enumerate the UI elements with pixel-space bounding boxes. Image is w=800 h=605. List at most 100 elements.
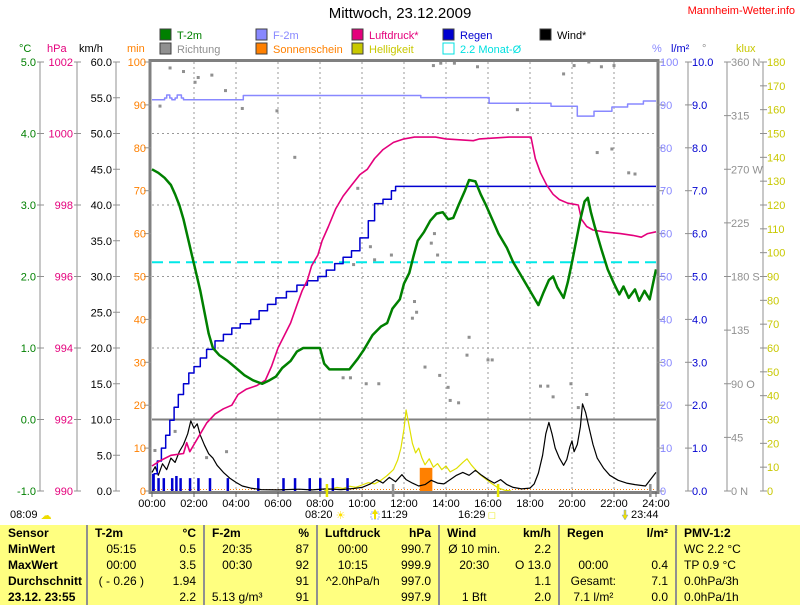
- table-cell: 91: [205, 573, 318, 589]
- axis-tick-label: 30: [660, 357, 672, 369]
- column-unit: [746, 525, 800, 541]
- cell-value: 1.94: [155, 573, 203, 589]
- moonrise-icon: [370, 509, 381, 520]
- table-header-cell: T-2m°C: [88, 525, 205, 541]
- axis-tick-label: 100: [128, 57, 146, 69]
- cell-value: 3.5: [155, 557, 203, 573]
- cell-value: 0.0hPa/1h: [677, 589, 739, 605]
- series-richtung-point: [466, 354, 469, 357]
- axis-tick-label: 40: [767, 391, 779, 403]
- series-richtung-point: [569, 382, 572, 385]
- axis-tick-label: 80: [134, 143, 146, 155]
- series-richtung-point: [449, 399, 452, 402]
- table-cell: WC 2.2 °C: [677, 541, 800, 557]
- cell-value: 997.9: [388, 589, 438, 605]
- row-label-cell: Durchschnitt: [0, 573, 88, 589]
- axis-tick-label: 9.0: [692, 100, 707, 112]
- axis-tick-label: 90: [660, 100, 672, 112]
- axis-tick-label: 1002: [49, 57, 73, 69]
- series-richtung-point: [356, 187, 359, 190]
- series-richtung-point: [447, 386, 450, 389]
- series-richtung-point: [436, 254, 439, 257]
- series-richtung-point: [342, 376, 345, 379]
- axis-tick-label: 90: [134, 100, 146, 112]
- column-name: PMV-1:2: [677, 525, 746, 541]
- table-cell: TP 0.9 °C: [677, 557, 800, 573]
- axis-tick-label: 998: [55, 200, 73, 212]
- cell-value: 91: [269, 573, 316, 589]
- series-regen-bar: [197, 478, 200, 491]
- axis-tick-label: 100: [767, 248, 785, 260]
- axis-tick-label: 20: [134, 400, 146, 412]
- cell-time: ^2.0hPa/h: [318, 573, 388, 589]
- axis-tick-label: 80: [767, 295, 779, 307]
- axis-tick-label: 140: [767, 152, 785, 164]
- axis-tick-label: 45.0: [91, 164, 112, 176]
- series-richtung-point: [468, 336, 471, 339]
- cell-value: 999.9: [388, 557, 438, 573]
- axis-tick-label: 3.0: [692, 357, 707, 369]
- axis-tick-label: 45: [731, 432, 743, 444]
- cell-value: 7.1: [627, 573, 675, 589]
- cell-time: 00:00: [318, 541, 388, 557]
- series-regen-bar: [282, 478, 285, 491]
- series-richtung-point: [197, 76, 200, 79]
- axis-tick-label: 0: [140, 486, 146, 498]
- axis-tick-label: 315: [731, 111, 749, 123]
- axis-tick-label: 70: [660, 186, 672, 198]
- legend-wind-label: Wind*: [557, 30, 587, 42]
- axis-tick-label: 40: [134, 314, 146, 326]
- table-cell: Gesamt:7.1: [560, 573, 677, 589]
- series-richtung-point: [433, 232, 436, 235]
- series-richtung-point: [610, 147, 613, 150]
- column-unit: °C: [153, 525, 204, 541]
- column-name: Luftdruck: [318, 525, 385, 541]
- axis-tick-label: 6.0: [692, 229, 707, 241]
- axis-tick-label: 20: [767, 438, 779, 450]
- series-helligkeit-line: [324, 410, 511, 491]
- series-richtung-point: [634, 173, 637, 176]
- axis-tick-label: 990: [55, 486, 73, 498]
- legend-helligkeit-chip: [352, 43, 363, 54]
- axis-tick-label: 7.0: [692, 186, 707, 198]
- series-regen-bar: [163, 478, 166, 491]
- cell-time: 00:00: [560, 557, 627, 573]
- series-regen-bar: [175, 476, 178, 491]
- series-richtung-point: [516, 108, 519, 111]
- series-richtung-point: [411, 317, 414, 320]
- series-richtung-point: [365, 382, 368, 385]
- axis-tick-label: 50: [134, 272, 146, 284]
- cell-time: 05:15: [88, 541, 155, 557]
- cell-time: 20:35: [205, 541, 269, 557]
- table-header-cell: PMV-1:2: [677, 525, 800, 541]
- axis-tick-label: 35.0: [91, 236, 112, 248]
- row-label-cell: MinWert: [0, 541, 88, 557]
- axis-tick-label: 10: [660, 443, 672, 455]
- legend-regen-chip: [443, 29, 454, 40]
- series-richtung-point: [373, 258, 376, 261]
- axis-tick-label: 994: [55, 343, 73, 355]
- axis-tick-label: 60: [660, 229, 672, 241]
- series-richtung-point: [439, 62, 442, 65]
- axis-tick-label: hPa: [47, 43, 67, 55]
- table-cell: 2.2: [88, 589, 205, 605]
- axis-tick-label: l/m²: [671, 43, 690, 55]
- axis-tick-label: 5.0: [21, 57, 36, 69]
- column-unit: l/m²: [625, 525, 676, 541]
- axis-tick-label: 40: [660, 314, 672, 326]
- axis-tick-label: 30: [767, 415, 779, 427]
- series-richtung-point: [491, 358, 494, 361]
- axis-tick-label: 20.0: [91, 343, 112, 355]
- cell-time: 5.13 g/m³: [205, 589, 269, 605]
- legend-luftdruck-label: Luftdruck*: [369, 30, 419, 42]
- axis-tick-label: 60.0: [91, 57, 112, 69]
- axis-tick-label: 4.0: [21, 129, 36, 141]
